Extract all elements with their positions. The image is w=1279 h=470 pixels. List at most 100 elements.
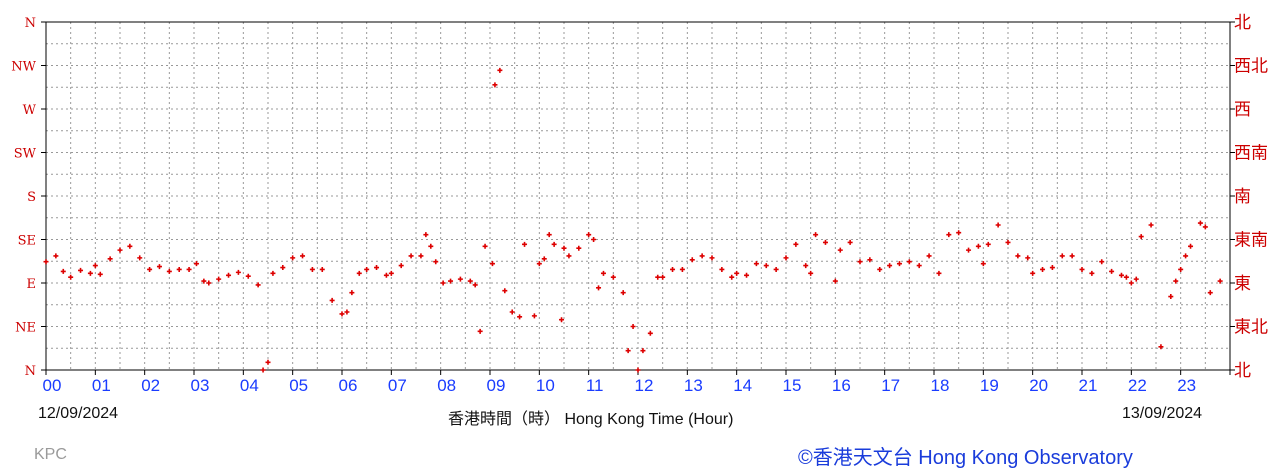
data-point: [966, 247, 972, 253]
y-tick-label-right: 東北: [1234, 318, 1268, 338]
data-point: [201, 278, 207, 284]
data-point: [522, 241, 528, 247]
data-point: [235, 269, 241, 275]
x-tick-label: 05: [289, 376, 308, 395]
data-point: [793, 241, 799, 247]
chart-grid: [46, 22, 1230, 370]
data-point: [1109, 268, 1115, 274]
data-point: [509, 309, 515, 315]
data-point: [1178, 266, 1184, 272]
data-point: [734, 270, 740, 276]
data-point: [467, 278, 473, 284]
data-point: [117, 247, 123, 253]
y-tick-label-right: 西: [1234, 100, 1251, 120]
data-point: [502, 288, 508, 294]
data-point: [492, 82, 498, 88]
data-point: [729, 274, 735, 280]
x-tick-label: 03: [191, 376, 210, 395]
data-point: [679, 266, 685, 272]
data-point: [339, 311, 345, 317]
data-point: [822, 239, 828, 245]
data-point: [857, 259, 863, 265]
data-point: [329, 297, 335, 303]
data-point: [763, 263, 769, 269]
x-tick-label: 23: [1177, 376, 1196, 395]
data-point: [1207, 290, 1213, 296]
data-point: [975, 243, 981, 249]
data-point: [137, 255, 143, 261]
x-tick-label: 20: [1029, 376, 1048, 395]
copyright-notice: ©香港天文台 Hong Kong Observatory: [798, 447, 1133, 469]
data-point: [68, 274, 74, 280]
data-point: [517, 314, 523, 320]
y-tick-label-left: SE: [18, 234, 36, 249]
data-point: [1079, 266, 1085, 272]
y-tick-label-right: 東: [1234, 274, 1251, 294]
data-point: [423, 232, 429, 238]
data-point: [536, 261, 542, 267]
data-point: [709, 255, 715, 261]
data-point: [1025, 255, 1031, 261]
data-point: [832, 278, 838, 284]
data-point: [107, 256, 113, 262]
data-point: [206, 280, 212, 286]
data-point: [186, 266, 192, 272]
data-point: [655, 274, 661, 280]
data-point: [916, 263, 922, 269]
data-point: [1168, 294, 1174, 300]
data-point: [156, 264, 162, 270]
data-point: [936, 270, 942, 276]
y-tick-label-right: 北: [1234, 13, 1251, 33]
data-point: [1089, 270, 1095, 276]
y-tick-label-right: 西南: [1234, 144, 1268, 164]
data-point: [877, 266, 883, 272]
data-point: [541, 256, 547, 262]
y-tick-label-left: NE: [15, 321, 36, 336]
data-point: [1059, 253, 1065, 259]
y-tick-label-left: SW: [14, 147, 37, 162]
data-point: [428, 243, 434, 249]
data-point: [1049, 265, 1055, 271]
data-point: [1030, 270, 1036, 276]
data-point: [1005, 239, 1011, 245]
x-tick-label: 17: [881, 376, 900, 395]
data-point: [1123, 274, 1129, 280]
data-point: [78, 267, 84, 273]
data-point: [270, 270, 276, 276]
data-point: [956, 230, 962, 236]
data-point: [497, 67, 503, 73]
data-points: [43, 67, 1223, 373]
data-point: [356, 270, 362, 276]
data-point: [946, 232, 952, 238]
data-point: [1069, 253, 1075, 259]
data-point: [489, 261, 495, 267]
data-point: [280, 265, 286, 271]
data-point: [670, 266, 676, 272]
data-point: [1040, 266, 1046, 272]
data-point: [813, 232, 819, 238]
x-tick-label: 06: [339, 376, 358, 395]
data-point: [546, 232, 552, 238]
data-point: [744, 272, 750, 278]
x-tick-label: 00: [43, 376, 62, 395]
data-point: [566, 253, 572, 259]
x-tick-label: 21: [1079, 376, 1098, 395]
data-point: [1183, 253, 1189, 259]
data-point: [374, 265, 380, 271]
x-tick-label: 11: [586, 376, 604, 395]
data-point: [559, 317, 565, 323]
data-point: [1133, 276, 1139, 282]
data-point: [531, 313, 537, 319]
x-tick-label: 18: [931, 376, 950, 395]
data-point: [448, 278, 454, 284]
x-tick-label: 09: [487, 376, 506, 395]
data-point: [995, 222, 1001, 228]
y-tick-label-left: NW: [11, 60, 36, 75]
data-point: [596, 285, 602, 291]
data-point: [837, 247, 843, 253]
data-point: [847, 239, 853, 245]
data-point: [97, 271, 103, 277]
data-point: [176, 266, 182, 272]
data-point: [719, 266, 725, 272]
